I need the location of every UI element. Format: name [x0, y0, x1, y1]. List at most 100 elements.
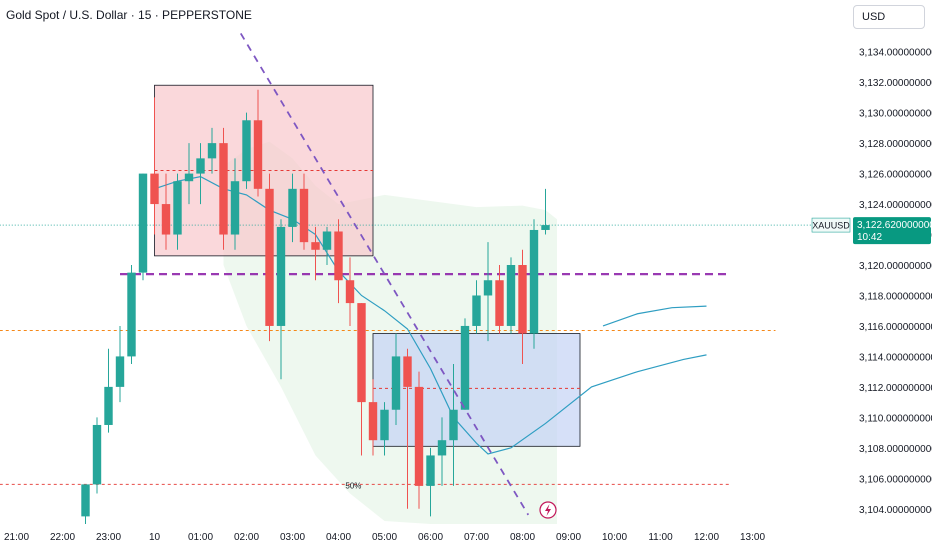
candle — [253, 89, 263, 197]
candle — [115, 325, 125, 403]
candle-body — [541, 225, 550, 230]
time-tick-label: 05:00 — [372, 532, 397, 543]
price-tick-label: 3,120.000000000 — [859, 261, 932, 272]
candle — [311, 226, 320, 281]
candle-body — [173, 181, 182, 235]
candle-body — [115, 356, 125, 387]
time-tick-label: 10 — [149, 532, 161, 543]
price-tick-label: 3,112.000000000 — [859, 383, 932, 394]
candle-body — [426, 455, 435, 486]
price-tick-label: 3,110.000000000 — [859, 413, 932, 424]
time-tick-label: 02:00 — [234, 532, 259, 543]
lightning-icon-bolt — [545, 504, 551, 516]
candle — [495, 265, 504, 334]
candle-body — [483, 280, 493, 296]
symbol-tag — [811, 217, 851, 233]
candle — [460, 318, 470, 410]
candle — [184, 143, 194, 205]
candle-body — [207, 143, 217, 159]
time-tick-label: 13:00 — [740, 532, 765, 543]
candle-body — [184, 173, 194, 182]
candle — [196, 143, 205, 205]
candle-body — [345, 280, 355, 304]
candle-body — [299, 188, 309, 243]
candle — [449, 364, 458, 486]
candle — [380, 402, 389, 456]
time-tick-label: 22:00 — [50, 532, 75, 543]
candle — [150, 97, 159, 235]
candle-body — [92, 424, 102, 485]
candle — [472, 280, 481, 334]
candle — [483, 242, 493, 342]
candle — [529, 219, 539, 349]
price-tag-text: 3,122.620000000 — [857, 220, 932, 231]
candle-body — [472, 295, 481, 326]
price-tag — [853, 217, 931, 245]
price-tick-label: 3,106.000000000 — [859, 474, 932, 485]
candle — [345, 257, 355, 326]
candle — [541, 188, 550, 235]
candle-body — [357, 303, 366, 403]
lightning-icon[interactable] — [539, 501, 557, 519]
price-tick-label: 3,126.000000000 — [859, 170, 932, 181]
candle-body — [334, 231, 343, 281]
candle — [288, 173, 297, 243]
trendline-layer: 50% — [239, 32, 557, 519]
candle — [127, 265, 136, 365]
candle-body — [104, 386, 113, 425]
candle — [299, 173, 309, 250]
price-tick-label: 3,108.000000000 — [859, 444, 932, 455]
candle — [357, 303, 366, 456]
candle — [426, 447, 435, 517]
candle-body — [127, 272, 136, 357]
price-tick-label: 3,116.000000000 — [859, 322, 932, 333]
candle-body — [161, 204, 171, 235]
time-tick-label: 07:00 — [464, 532, 489, 543]
candle — [334, 219, 343, 304]
candle — [403, 348, 412, 509]
candle-body — [138, 173, 148, 273]
candle-body — [518, 265, 527, 334]
price-axis: 3,104.000000000 3,106.000000000 3,108.0000… — [859, 48, 932, 516]
candle-body — [495, 280, 504, 326]
candle-body — [81, 484, 90, 517]
currency-selector[interactable]: USD — [853, 5, 925, 29]
time-tick-label: 10:00 — [602, 532, 627, 543]
candle — [104, 348, 113, 433]
candle — [368, 379, 378, 456]
candle — [219, 127, 228, 250]
candle-body — [529, 229, 539, 334]
candle — [207, 127, 217, 174]
price-tick-label: 3,130.000000000 — [859, 109, 932, 120]
price-tick-label: 3,114.000000000 — [859, 352, 932, 363]
candle-body — [403, 356, 412, 387]
time-tick-label: 03:00 — [280, 532, 305, 543]
candle-body — [253, 120, 263, 189]
candle-body — [322, 231, 332, 250]
price-tick-label: 3,132.000000000 — [859, 78, 932, 89]
levels-layer — [0, 224, 845, 485]
countdown-text: 10:42 — [857, 232, 882, 243]
price-tick-label: 3,124.000000000 — [859, 200, 932, 211]
time-tick-label: 04:00 — [326, 532, 351, 543]
time-tick-label: 06:00 — [418, 532, 443, 543]
candle-body — [414, 386, 424, 486]
candle — [161, 173, 171, 250]
candle-body — [368, 402, 378, 441]
candle-body — [276, 226, 286, 326]
fib-label: 50% — [345, 481, 361, 490]
candle — [230, 158, 240, 250]
candle-body — [288, 188, 297, 227]
time-tick-label: 11:00 — [648, 532, 673, 543]
time-tick-label: 21:00 — [4, 532, 29, 543]
candle-body — [196, 158, 205, 174]
candle-body — [311, 242, 320, 250]
chart-title: Gold Spot / U.S. Dollar · 15 · PEPPERSTO… — [6, 8, 252, 22]
time-tick-label: 12:00 — [694, 532, 719, 543]
candle — [506, 257, 516, 334]
candle — [242, 112, 251, 189]
candle-body — [219, 143, 228, 235]
candle-body — [391, 356, 401, 410]
